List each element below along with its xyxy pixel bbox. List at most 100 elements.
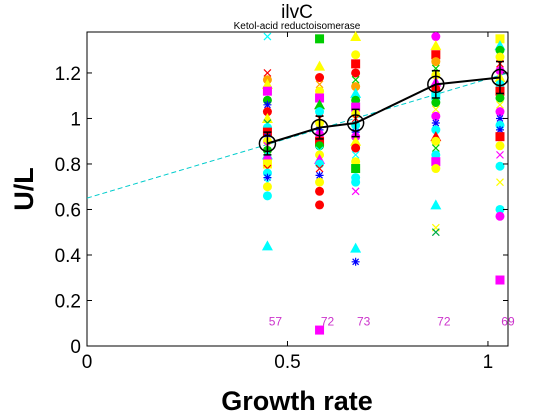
sample-count-label: 73 [357,315,371,329]
data-point [314,99,326,110]
data-point [431,157,441,167]
data-point [351,59,361,69]
data-point [496,150,504,159]
mean-point [427,75,445,94]
data-point [261,240,273,251]
x-tick-label: 0.5 [274,352,300,373]
data-point [495,161,505,171]
y-tick-label: 0.6 [55,200,81,221]
data-point [431,150,441,160]
chart-subtitle: Ketol-acid reductoisomerase [234,21,361,32]
data-point [430,199,442,210]
data-point [315,93,325,103]
data-point [431,119,440,128]
data-point [315,164,324,173]
data-point [431,144,440,152]
data-point [431,228,440,237]
data-point [315,34,325,44]
data-point [314,60,326,71]
data-point [431,136,441,146]
data-point [351,68,361,78]
data-point [430,40,442,51]
data-point [495,141,505,151]
data-point [495,204,505,214]
data-point [315,73,325,83]
x-tick-label: 1 [483,352,494,373]
data-point [431,32,441,42]
y-tick-label: 0 [70,337,81,358]
data-point [496,178,504,187]
data-point [315,141,325,151]
data-point [351,102,361,112]
data-point [351,150,360,159]
fit-line [86,72,509,199]
data-point [315,325,325,335]
sample-count-label: 72 [437,315,451,329]
data-point [495,93,505,103]
data-point [262,159,272,169]
sample-count-label: 69 [501,315,515,329]
chart-title: ilvC [281,2,313,23]
data-point [351,82,361,92]
data-point [495,107,505,117]
mean-point [491,68,509,87]
data-point [431,105,440,114]
axis-ticks-layer: 0 0.5 1 0 0.2 0.4 0.6 0.8 1 1.2 [55,32,508,373]
sample-count-label: 72 [321,315,335,329]
data-point [315,200,325,210]
data-point [351,95,361,105]
mean-point [310,118,329,137]
data-point [495,45,505,55]
data-point [263,173,272,182]
plot-area [86,31,509,347]
y-tick-label: 1.2 [55,64,81,85]
data-point [496,100,504,109]
data-point [315,159,325,169]
y-axis-label: U/L [9,167,39,211]
data-point [431,111,441,121]
data-point [350,135,362,146]
data-point [315,80,324,89]
fit-line-layer [86,72,509,199]
data-point [495,125,504,134]
data-point [495,52,505,62]
data-point [262,182,272,192]
x-tick-label: 0 [82,352,93,373]
data-point [350,242,362,253]
data-point [315,186,325,196]
data-point [351,164,361,174]
data-point [263,100,272,109]
data-point [350,31,362,42]
data-point [263,69,272,77]
data-point [495,34,505,44]
data-point [351,187,360,196]
data-point [262,191,272,201]
data-point [431,164,441,174]
mean-series-layer [258,60,509,156]
count-labels-layer: 57 72 73 72 69 [269,315,515,329]
data-point [495,114,504,123]
data-point [315,136,325,146]
data-point [351,177,361,187]
sample-count-label: 57 [269,315,283,329]
data-point [431,125,441,135]
mean-point [258,134,277,153]
data-point [350,87,362,98]
data-point [351,257,360,266]
data-point [495,211,505,221]
data-point [431,98,441,108]
x-axis-label: Growth rate [221,386,373,416]
data-point [263,32,272,41]
data-point [315,171,324,180]
data-point [262,107,272,117]
data-point [351,75,360,84]
data-point [495,132,505,142]
y-tick-label: 0.4 [55,246,82,267]
data-point [495,275,505,285]
data-point [262,86,272,96]
data-point [431,57,441,67]
data-point [315,107,325,117]
mean-point [346,114,365,132]
data-point [351,143,361,153]
